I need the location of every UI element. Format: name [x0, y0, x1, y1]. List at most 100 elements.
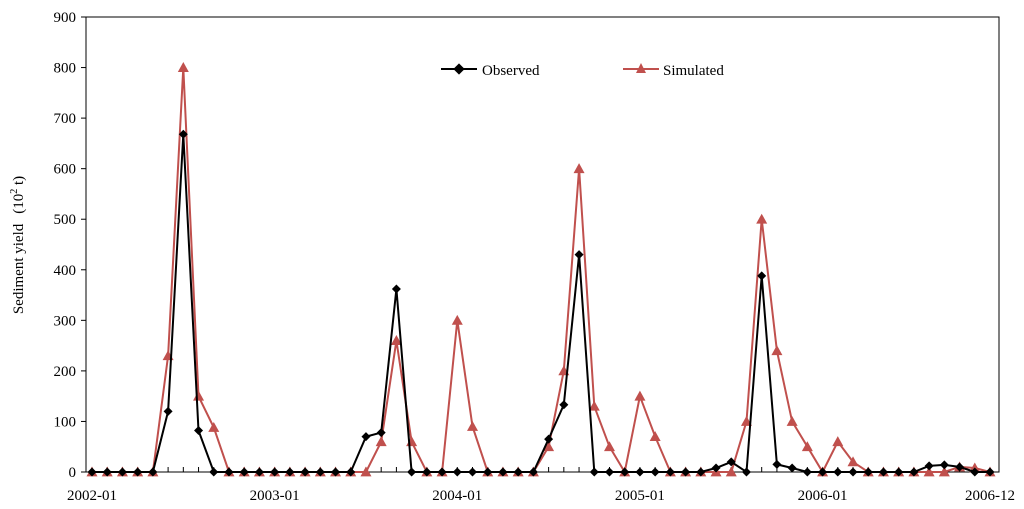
- point-observed: [148, 467, 158, 477]
- point-observed: [970, 467, 980, 477]
- point-observed: [254, 467, 264, 477]
- point-observed: [468, 467, 478, 477]
- point-observed: [894, 467, 904, 477]
- point-observed: [117, 467, 127, 477]
- point-observed: [133, 467, 143, 477]
- point-observed: [422, 467, 432, 477]
- point-simulated: [177, 62, 189, 72]
- point-observed: [635, 467, 645, 477]
- point-observed: [102, 467, 112, 477]
- point-observed: [376, 428, 386, 438]
- y-tick-label: 100: [54, 414, 77, 430]
- point-observed: [681, 467, 691, 477]
- point-observed: [513, 467, 523, 477]
- point-simulated: [360, 466, 372, 477]
- x-tick-label: 2006-12: [965, 488, 1015, 504]
- point-observed: [757, 271, 767, 281]
- point-observed: [331, 467, 341, 477]
- y-tick-label: 700: [54, 111, 77, 127]
- series-observed: [87, 129, 995, 477]
- point-simulated: [603, 441, 615, 452]
- point-observed: [315, 467, 325, 477]
- y-tick-label: 500: [54, 212, 77, 228]
- point-observed: [620, 467, 630, 477]
- x-tick-label: 2004-01: [432, 488, 482, 504]
- point-observed: [452, 467, 462, 477]
- legend-simulated-marker: [636, 63, 646, 73]
- y-tick-label: 600: [54, 162, 77, 178]
- point-observed: [87, 467, 97, 477]
- point-observed: [194, 426, 204, 436]
- point-observed: [939, 460, 949, 470]
- x-tick-label: 2003-01: [250, 488, 300, 504]
- point-observed: [209, 467, 219, 477]
- point-observed: [361, 432, 371, 442]
- plot-area: [85, 16, 1000, 473]
- x-tick-label: 2002-01: [67, 488, 117, 504]
- point-observed: [604, 467, 614, 477]
- point-simulated: [969, 462, 981, 473]
- point-observed: [391, 284, 401, 294]
- point-observed: [696, 467, 706, 477]
- point-simulated: [467, 421, 479, 431]
- legend-simulated-label: Simulated: [663, 63, 724, 79]
- y-tick-label: 0: [69, 465, 77, 481]
- point-observed: [407, 467, 417, 477]
- point-observed: [528, 467, 538, 477]
- point-simulated: [847, 456, 859, 467]
- point-observed: [787, 463, 797, 473]
- point-observed: [802, 467, 812, 477]
- point-observed: [544, 434, 554, 444]
- point-observed: [665, 467, 675, 477]
- point-observed: [848, 467, 858, 477]
- point-simulated: [208, 422, 220, 432]
- point-observed: [818, 467, 828, 477]
- point-observed: [574, 250, 584, 260]
- point-observed: [772, 459, 782, 469]
- point-observed: [955, 462, 965, 472]
- point-observed: [863, 467, 873, 477]
- point-observed: [909, 467, 919, 477]
- y-tick-label: 400: [54, 263, 77, 279]
- point-observed: [498, 467, 508, 477]
- point-simulated: [725, 466, 737, 477]
- legend: Observed Simulated: [441, 63, 724, 79]
- point-simulated: [756, 213, 768, 224]
- point-observed: [711, 463, 721, 473]
- point-observed: [346, 467, 356, 477]
- point-simulated: [801, 441, 813, 452]
- point-simulated: [573, 163, 585, 174]
- point-simulated: [740, 415, 752, 426]
- point-simulated: [451, 314, 463, 325]
- point-observed: [163, 406, 173, 416]
- y-tick-label: 900: [54, 10, 77, 26]
- point-observed: [833, 467, 843, 477]
- point-simulated: [543, 441, 555, 452]
- point-observed: [300, 467, 310, 477]
- point-simulated: [832, 436, 844, 447]
- y-axis: 0 100 200 300 400 500 600 700 800 900: [54, 10, 86, 481]
- point-simulated: [923, 466, 935, 477]
- x-tick-label: 2005-01: [615, 488, 665, 504]
- point-observed: [559, 400, 569, 410]
- point-observed: [985, 467, 995, 477]
- point-observed: [741, 467, 751, 477]
- y-tick-label: 300: [54, 313, 77, 329]
- y-tick-label: 200: [54, 364, 77, 380]
- point-observed: [726, 457, 736, 467]
- y-axis-title: Sediment yield(102 t): [9, 176, 27, 314]
- point-observed: [270, 467, 280, 477]
- point-observed: [589, 467, 599, 477]
- point-observed: [239, 467, 249, 477]
- y-tick-label: 800: [54, 61, 77, 77]
- point-simulated: [634, 390, 646, 401]
- legend-observed-label: Observed: [482, 63, 540, 79]
- point-simulated: [375, 436, 387, 447]
- point-observed: [285, 467, 295, 477]
- point-observed: [224, 467, 234, 477]
- point-observed: [483, 467, 493, 477]
- series-layer: [86, 62, 996, 477]
- point-simulated: [390, 335, 402, 345]
- point-observed: [437, 467, 447, 477]
